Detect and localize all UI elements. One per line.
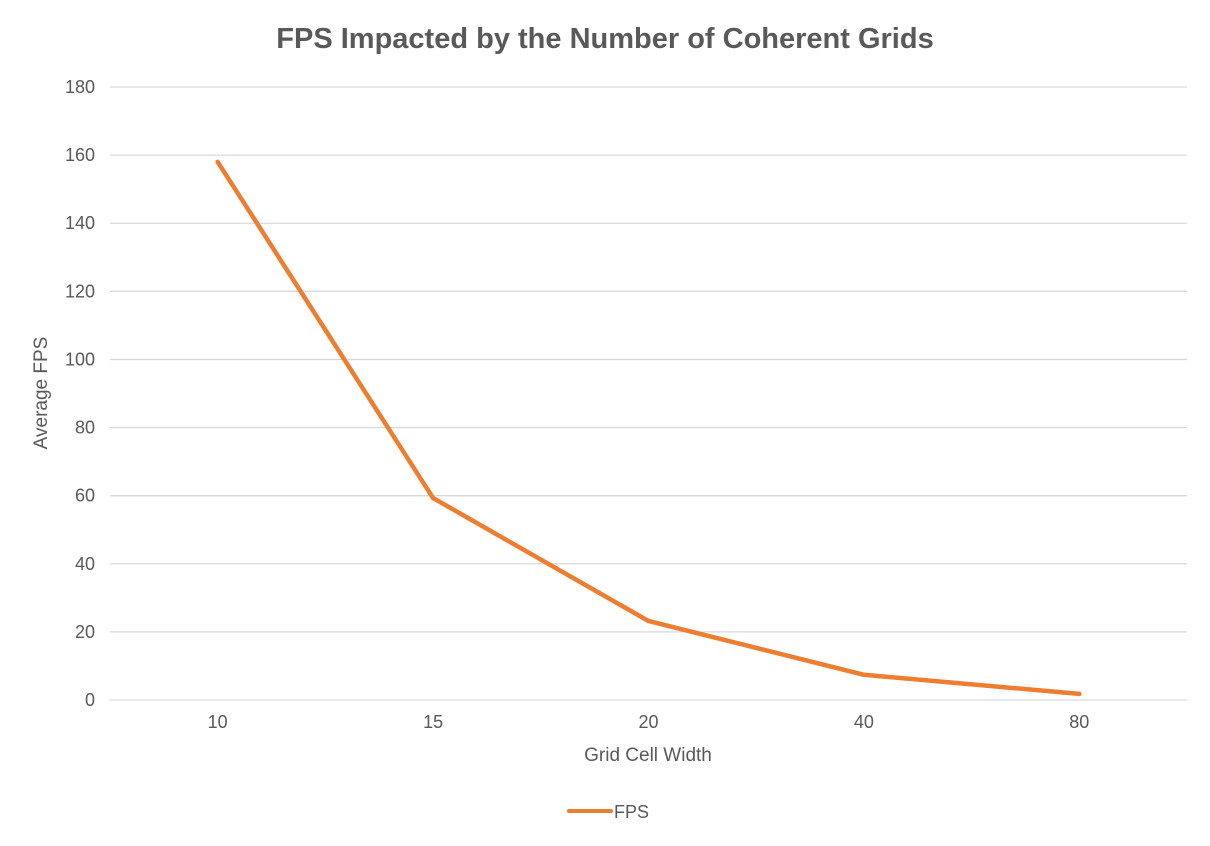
legend: FPS xyxy=(567,802,649,822)
y-axis-label: Average FPS xyxy=(31,337,52,450)
data-point xyxy=(430,495,436,501)
data-point xyxy=(215,159,220,165)
y-tick-label: 180 xyxy=(65,77,95,97)
data-point xyxy=(1077,691,1082,697)
x-axis-ticks: 10 15 20 40 80 xyxy=(208,712,1090,732)
x-tick-label: 80 xyxy=(1069,712,1089,732)
y-gridlines xyxy=(110,86,1187,701)
legend-label-fps: FPS xyxy=(614,802,649,822)
y-tick-label: 60 xyxy=(75,486,95,506)
y-tick-label: 80 xyxy=(75,418,95,438)
y-tick-label: 100 xyxy=(65,349,95,369)
x-tick-label: 40 xyxy=(854,712,874,732)
y-tick-label: 40 xyxy=(75,554,95,574)
x-tick-label: 10 xyxy=(208,712,228,732)
x-tick-label: 15 xyxy=(423,712,443,732)
y-tick-label: 140 xyxy=(65,213,95,233)
data-point xyxy=(646,618,651,624)
y-tick-label: 160 xyxy=(65,145,95,165)
y-tick-label: 20 xyxy=(75,622,95,642)
chart-title: FPS Impacted by the Number of Coherent G… xyxy=(276,23,933,55)
data-point xyxy=(861,672,867,677)
y-axis-ticks: 0 20 40 60 80 100 120 140 160 180 xyxy=(65,77,95,710)
x-tick-label: 20 xyxy=(638,712,658,732)
y-tick-label: 120 xyxy=(65,281,95,301)
series-layer xyxy=(215,159,1082,697)
y-tick-label: 0 xyxy=(85,690,95,710)
x-axis-label: Grid Cell Width xyxy=(584,745,712,766)
